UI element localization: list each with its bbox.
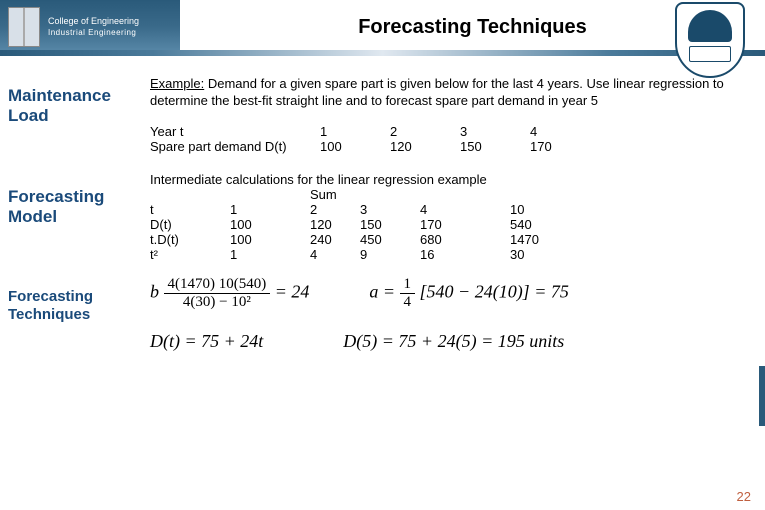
calc-intro: Intermediate calculations for the linear… (150, 172, 745, 187)
header-divider (0, 50, 765, 56)
calc-r2-sum: 1470 (510, 232, 600, 247)
demand-2: 120 (390, 139, 460, 154)
a-frac-num: 1 (400, 276, 416, 294)
example-text: Demand for a given spare part is given b… (150, 76, 724, 108)
dept-name: Industrial Engineering (48, 28, 139, 38)
a-lhs: a = (369, 281, 395, 301)
header-bar: College of Engineering Industrial Engine… (0, 0, 765, 54)
demand-4: 170 (530, 139, 600, 154)
year-3: 3 (460, 124, 530, 139)
demand-1: 100 (320, 139, 390, 154)
calc-r2-c1: 100 (230, 232, 310, 247)
result-row: D(t) = 75 + 24t D(5) = 75 + 24(5) = 195 … (150, 331, 745, 352)
calc-r1-c4: 170 (420, 217, 510, 232)
calc-r2-c2: 240 (310, 232, 360, 247)
calc-r2-c4: 680 (420, 232, 510, 247)
college-name: College of Engineering (48, 16, 139, 28)
b-den: 4(30) − 10² (179, 294, 255, 311)
b-num: 4(1470) 10(540) (164, 276, 271, 294)
demand-row-label: Spare part demand D(t) (150, 139, 320, 154)
college-logo-left: College of Engineering Industrial Engine… (0, 0, 180, 54)
calc-r3-c2: 4 (310, 247, 360, 262)
year-demand-table: Year t 1 2 3 4 Spare part demand D(t) 10… (150, 124, 745, 154)
calc-r1-sum: 540 (510, 217, 600, 232)
sidebar-item-maintenance: Maintenance Load (8, 86, 142, 127)
content-area: Maintenance Load Forecasting Model Forec… (0, 66, 765, 510)
page-number: 22 (737, 489, 751, 504)
calc-r0-c4: 4 (420, 202, 510, 217)
calc-r1-c3: 150 (360, 217, 420, 232)
formula-a: a = 1 4 [540 − 24(10)] = 75 (369, 276, 568, 311)
sidebar-item-model: Forecasting Model (8, 187, 142, 228)
calc-r0-c3: 3 (360, 202, 420, 217)
example-paragraph: Example: Demand for a given spare part i… (150, 76, 745, 110)
sidebar: Maintenance Load Forecasting Model Forec… (0, 66, 150, 510)
sidebar-item-techniques: Forecasting Techniques (8, 288, 142, 324)
calc-r0-c2: 2 (310, 202, 360, 217)
calc-r2-c3: 450 (360, 232, 420, 247)
college-text: College of Engineering Industrial Engine… (48, 16, 139, 38)
year-2: 2 (390, 124, 460, 139)
university-shield-icon (675, 2, 755, 82)
year-1: 1 (320, 124, 390, 139)
calc-r3-c3: 9 (360, 247, 420, 262)
side-accent-bar (759, 366, 765, 426)
a-frac-den: 4 (400, 294, 416, 311)
formula-row-1: b 4(1470) 10(540) 4(30) − 10² = 24 a = 1… (150, 276, 745, 311)
calc-r1-c1: 100 (230, 217, 310, 232)
calc-r0-c1: 1 (230, 202, 310, 217)
example-label: Example: (150, 76, 204, 91)
a-bracket: [540 − 24(10)] = 75 (420, 281, 569, 301)
year-4: 4 (530, 124, 600, 139)
d5-formula: D(5) = 75 + 24(5) = 195 units (343, 331, 564, 352)
calc-table: Sum t 1 2 3 4 10 D(t) 100 120 150 170 54… (150, 187, 745, 262)
sum-header: Sum (310, 187, 420, 202)
calc-r0-sum: 10 (510, 202, 600, 217)
b-lhs: b (150, 281, 159, 301)
book-icon (8, 7, 40, 47)
calc-r3-c1: 1 (230, 247, 310, 262)
calc-r1-c2: 120 (310, 217, 360, 232)
calc-r3-sum: 30 (510, 247, 600, 262)
dt-formula: D(t) = 75 + 24t (150, 331, 263, 352)
b-result: = 24 (275, 281, 310, 301)
calc-row-t2-label: t² (150, 247, 230, 262)
calc-row-tdt-label: t.D(t) (150, 232, 230, 247)
demand-3: 150 (460, 139, 530, 154)
calc-r3-c4: 16 (420, 247, 510, 262)
year-row-label: Year t (150, 124, 320, 139)
calc-row-dt-label: D(t) (150, 217, 230, 232)
calc-row-t-label: t (150, 202, 230, 217)
formula-b: b 4(1470) 10(540) 4(30) − 10² = 24 (150, 276, 309, 311)
main-content: Example: Demand for a given spare part i… (150, 66, 765, 510)
